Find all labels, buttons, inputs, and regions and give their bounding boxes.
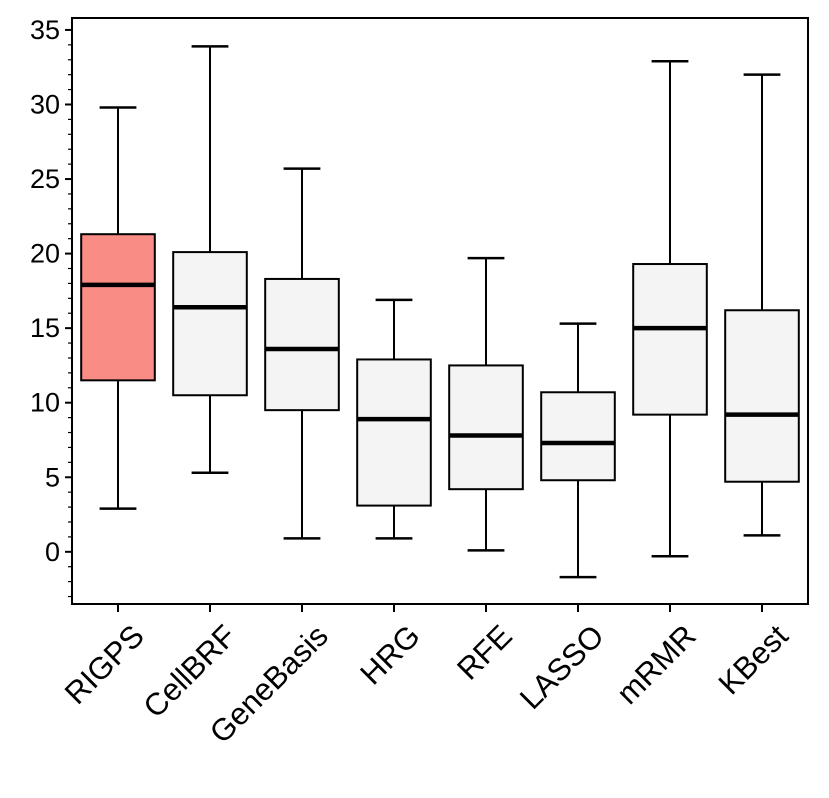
y-tick-label: 30 (30, 89, 60, 119)
box-group-rigps (80, 106, 156, 510)
iqr-box (80, 233, 156, 382)
box-group-rfe (448, 256, 524, 552)
iqr-box (172, 251, 248, 397)
x-tick-label-rigps: RIGPS (58, 618, 151, 711)
x-tick-label-lasso: LASSO (513, 618, 611, 716)
box-group-mrmr (632, 59, 708, 558)
y-tick-label: 0 (45, 537, 60, 567)
box-group-lasso (540, 322, 616, 579)
box-group-kbest (724, 73, 800, 537)
y-axis: 0 5 10 15 20 25 30 35 (30, 15, 72, 598)
y-tick-label: 20 (30, 239, 60, 269)
iqr-box (632, 263, 708, 416)
box-group-cellbrf (172, 45, 248, 475)
iqr-box (540, 391, 616, 482)
iqr-box (356, 358, 432, 507)
x-tick-label-mrmr: mRMR (610, 618, 703, 711)
plot-marks (80, 45, 800, 579)
y-tick-label: 10 (30, 388, 60, 418)
iqr-box (264, 277, 340, 412)
x-tick-label-rfe: RFE (450, 618, 519, 687)
y-tick-label: 5 (45, 462, 60, 492)
plot-frame (71, 17, 809, 605)
iqr-box (724, 309, 800, 483)
y-tick-label: 25 (30, 164, 60, 194)
box-group-hrg (356, 298, 432, 540)
y-tick-label: 15 (30, 313, 60, 343)
y-tick-label: 35 (30, 15, 60, 45)
iqr-box (448, 364, 524, 491)
x-tick-label-hrg: HRG (353, 618, 426, 691)
x-tick-label-kbest: KBest (712, 618, 796, 702)
box-group-genebasis (264, 167, 340, 540)
